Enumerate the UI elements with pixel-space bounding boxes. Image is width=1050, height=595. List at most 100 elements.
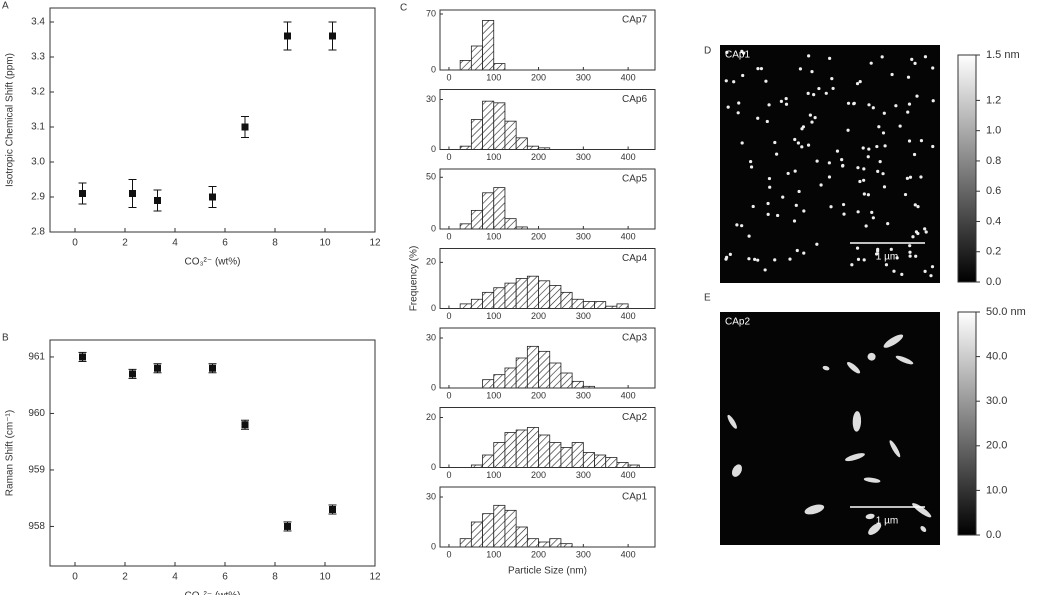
panel-letter: A	[2, 1, 9, 12]
afm-particle	[765, 119, 769, 124]
y-tick-label: 50	[426, 172, 436, 182]
afm-particle	[852, 411, 862, 432]
afm-particle	[862, 167, 866, 171]
afm-particle	[868, 523, 882, 535]
afm-particle	[883, 334, 904, 348]
x-tick-label: 400	[621, 311, 636, 321]
plot-frame	[439, 168, 656, 230]
afm-particle	[784, 102, 789, 106]
afm-particle	[830, 77, 834, 81]
data-point	[284, 32, 291, 40]
histogram-bar	[549, 442, 562, 468]
x-tick-label: 0	[446, 152, 451, 162]
y-tick-label: 3.1	[31, 122, 45, 133]
histogram-bar	[493, 442, 506, 468]
afm-particle	[774, 152, 779, 156]
histogram-name: CAp7	[622, 15, 647, 26]
afm-image	[720, 312, 940, 545]
afm-particle	[852, 101, 856, 105]
x-tick-label: 200	[531, 311, 546, 321]
afm-particle	[911, 235, 915, 239]
x-tick-label: 2	[122, 238, 128, 249]
y-tick-label: 0	[431, 303, 436, 313]
x-tick-label: 8	[272, 238, 278, 249]
afm-particle	[827, 175, 832, 179]
colorbar-tick-label: 10.0	[986, 484, 1007, 496]
afm-particle	[867, 103, 871, 107]
afm-particle	[831, 86, 835, 91]
afm-particle	[912, 152, 917, 157]
afm-particle	[726, 105, 730, 109]
afm-particle	[908, 244, 912, 248]
y-tick-label: 3.4	[31, 17, 45, 28]
x-tick-label: 200	[531, 549, 546, 559]
x-tick-label: 400	[621, 231, 636, 241]
y-tick-label: 3.2	[31, 87, 45, 98]
x-tick-label: 0	[446, 311, 451, 321]
histogram-bar	[526, 275, 539, 309]
x-tick-label: 100	[486, 231, 501, 241]
y-tick-label: 2.8	[31, 227, 45, 238]
y-tick-label: 3.3	[31, 52, 45, 63]
data-point	[209, 364, 216, 372]
afm-particle	[810, 70, 814, 74]
afm-particle	[804, 504, 825, 515]
histogram-bar	[526, 345, 539, 389]
afm-particle	[841, 202, 846, 207]
x-tick-label: 100	[486, 470, 501, 480]
histogram-bar	[582, 301, 595, 309]
afm-particle	[919, 139, 924, 143]
plot-frame	[439, 486, 656, 548]
afm-particle	[883, 144, 887, 148]
panel-letter: C	[400, 3, 407, 14]
y-tick-label: 70	[426, 8, 436, 18]
afm-particle	[910, 57, 914, 61]
x-tick-label: 400	[621, 390, 636, 400]
afm-particle	[890, 72, 894, 77]
colorbar-tick-label: 0.4	[986, 215, 1001, 227]
afm-particle	[827, 161, 831, 165]
afm-particle	[870, 210, 874, 214]
afm-particle	[768, 185, 772, 189]
afm-particle	[913, 61, 917, 66]
afm-particle	[874, 252, 879, 256]
afm-particle	[846, 128, 850, 132]
histogram-bar	[482, 513, 495, 548]
histogram-bar	[594, 301, 607, 309]
x-tick-label: 8	[272, 572, 278, 583]
histogram-bar	[571, 442, 584, 468]
afm-particle	[815, 159, 819, 163]
x-axis-label: CO₃²⁻ (wt%)	[184, 257, 240, 268]
x-tick-label: 12	[369, 572, 381, 583]
histogram-bar	[504, 218, 517, 230]
x-tick-label: 400	[621, 152, 636, 162]
afm-particle	[906, 110, 910, 114]
afm-particle	[829, 205, 833, 209]
histogram-bar	[538, 280, 551, 309]
afm-particle	[731, 464, 742, 477]
x-tick-label: 100	[486, 390, 501, 400]
afm-particle	[898, 124, 902, 128]
afm-particle	[923, 227, 927, 231]
afm-particle	[914, 254, 918, 258]
x-tick-label: 10	[319, 572, 331, 583]
histogram-name: CAp3	[622, 333, 647, 344]
afm-particle	[779, 99, 783, 103]
histogram-bar	[482, 19, 495, 71]
afm-particle	[931, 99, 935, 103]
afm-particle	[806, 91, 810, 95]
afm-particle	[914, 230, 919, 234]
image-label: CAp1	[725, 50, 750, 61]
afm-particle	[749, 159, 753, 164]
afm-particle	[764, 79, 768, 83]
afm-particle	[846, 101, 851, 105]
afm-particle	[841, 163, 845, 168]
data-point	[329, 32, 336, 40]
data-point	[284, 522, 291, 530]
x-tick-label: 6	[222, 572, 228, 583]
afm-particle	[862, 192, 866, 196]
afm-particle	[800, 127, 804, 131]
afm-particle	[781, 195, 785, 199]
afm-particle	[845, 453, 865, 462]
